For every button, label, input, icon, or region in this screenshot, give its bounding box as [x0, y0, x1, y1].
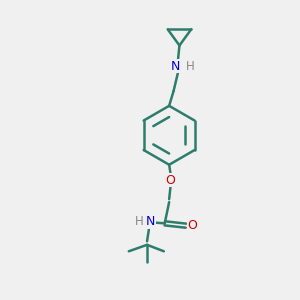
Text: N: N	[170, 60, 180, 73]
Text: O: O	[166, 173, 176, 187]
Text: O: O	[188, 219, 197, 232]
Text: H: H	[135, 215, 143, 228]
Text: N: N	[146, 215, 156, 228]
Text: H: H	[186, 60, 195, 73]
